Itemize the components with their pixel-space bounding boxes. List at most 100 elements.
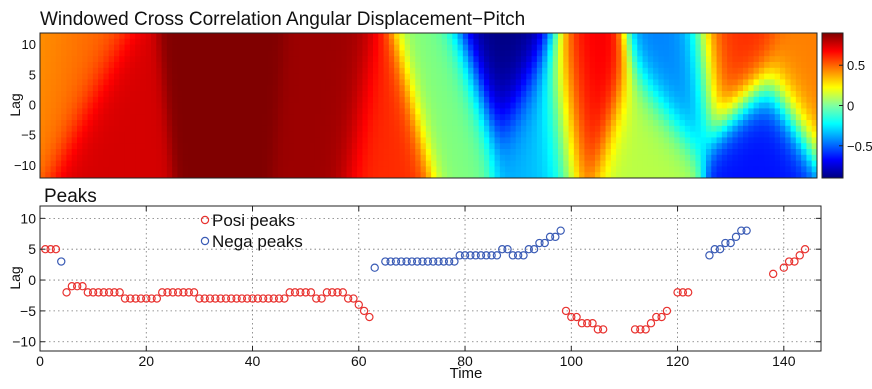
heatmap-cell bbox=[246, 103, 252, 109]
heatmap-cell bbox=[183, 132, 189, 138]
heatmap-cell bbox=[743, 56, 749, 62]
heatmap-cell bbox=[759, 108, 765, 114]
heatmap-cell bbox=[315, 137, 321, 143]
heatmap-cell bbox=[547, 103, 553, 109]
heatmap-cell bbox=[405, 97, 411, 103]
heatmap-cell bbox=[130, 91, 136, 97]
heatmap-cell bbox=[225, 120, 231, 126]
heatmap-cell bbox=[399, 137, 405, 143]
heatmap-cell bbox=[204, 132, 210, 138]
heatmap-cell bbox=[484, 114, 490, 120]
heatmap-cell bbox=[500, 39, 506, 45]
heatmap-cell bbox=[664, 56, 670, 62]
heatmap-cell bbox=[114, 166, 120, 172]
heatmap-cell bbox=[442, 161, 448, 167]
heatmap-cell bbox=[701, 166, 707, 172]
heatmap-cell bbox=[621, 39, 627, 45]
heatmap-cell bbox=[664, 45, 670, 51]
heatmap-cell bbox=[199, 50, 205, 56]
heatmap-cell bbox=[267, 50, 273, 56]
heatmap-cell bbox=[542, 39, 548, 45]
heatmap-cell bbox=[569, 45, 575, 51]
heatmap-cell bbox=[378, 74, 384, 80]
heatmap-cell bbox=[632, 108, 638, 114]
heatmap-cell bbox=[347, 56, 353, 62]
heatmap-cell bbox=[701, 103, 707, 109]
heatmap-cell bbox=[775, 33, 781, 39]
heatmap-cell bbox=[251, 39, 257, 45]
heatmap-cell bbox=[267, 126, 273, 132]
heatmap-cell bbox=[495, 33, 501, 39]
heatmap-cell bbox=[643, 85, 649, 91]
heatmap-cell bbox=[479, 114, 485, 120]
heatmap-cell bbox=[362, 161, 368, 167]
heatmap-cell bbox=[56, 79, 62, 85]
heatmap-cell bbox=[611, 33, 617, 39]
heatmap-cell bbox=[764, 103, 770, 109]
heatmap-cell bbox=[505, 91, 511, 97]
heatmap-cell bbox=[717, 120, 723, 126]
heatmap-cell bbox=[632, 161, 638, 167]
heatmap-cell bbox=[426, 166, 432, 172]
heatmap-cell bbox=[299, 108, 305, 114]
heatmap-cell bbox=[722, 79, 728, 85]
heatmap-cell bbox=[320, 114, 326, 120]
heatmap-cell bbox=[251, 143, 257, 149]
heatmap-cell bbox=[93, 108, 99, 114]
heatmap-cell bbox=[606, 166, 612, 172]
heatmap-cell bbox=[156, 79, 162, 85]
heatmap-cell bbox=[574, 132, 580, 138]
heatmap-cell bbox=[521, 120, 527, 126]
heatmap-cell bbox=[177, 39, 183, 45]
heatmap-cell bbox=[156, 56, 162, 62]
heatmap-cell bbox=[637, 33, 643, 39]
heatmap-cell bbox=[479, 161, 485, 167]
heatmap-cell bbox=[579, 39, 585, 45]
heatmap-cell bbox=[606, 62, 612, 68]
heatmap-cell bbox=[357, 126, 363, 132]
heatmap-cell bbox=[341, 137, 347, 143]
heatmap-cell bbox=[315, 166, 321, 172]
heatmap-cell bbox=[267, 103, 273, 109]
heatmap-cell bbox=[294, 50, 300, 56]
heatmap-cell bbox=[743, 85, 749, 91]
heatmap-cell bbox=[352, 149, 358, 155]
heatmap-cell bbox=[262, 33, 268, 39]
heatmap-cell bbox=[574, 108, 580, 114]
heatmap-cell bbox=[632, 56, 638, 62]
heatmap-cell bbox=[331, 91, 337, 97]
heatmap-cell bbox=[135, 74, 141, 80]
heatmap-cell bbox=[220, 120, 226, 126]
heatmap-cell bbox=[336, 114, 342, 120]
heatmap-cell bbox=[241, 74, 247, 80]
heatmap-cell bbox=[616, 120, 622, 126]
heatmap-cell bbox=[806, 97, 812, 103]
heatmap-cell bbox=[484, 56, 490, 62]
heatmap-cell bbox=[738, 45, 744, 51]
heatmap-cell bbox=[304, 39, 310, 45]
heatmap-cell bbox=[442, 103, 448, 109]
heatmap-cell bbox=[680, 62, 686, 68]
heatmap-cell bbox=[193, 108, 199, 114]
heatmap-cell bbox=[606, 39, 612, 45]
heatmap-cell bbox=[294, 74, 300, 80]
heatmap-cell bbox=[288, 97, 294, 103]
heatmap-cell bbox=[542, 56, 548, 62]
heatmap-cell bbox=[66, 108, 72, 114]
heatmap-cell bbox=[442, 39, 448, 45]
heatmap-cell bbox=[764, 62, 770, 68]
heatmap-cell bbox=[479, 33, 485, 39]
heatmap-cell bbox=[415, 33, 421, 39]
heatmap-cell bbox=[405, 50, 411, 56]
heatmap-cell bbox=[384, 62, 390, 68]
heatmap-cell bbox=[653, 103, 659, 109]
heatmap-cell bbox=[516, 97, 522, 103]
heatmap-cell bbox=[611, 155, 617, 161]
heatmap-cell bbox=[801, 45, 807, 51]
heatmap-cell bbox=[431, 33, 437, 39]
heatmap-cell bbox=[769, 74, 775, 80]
heatmap-cell bbox=[352, 56, 358, 62]
heatmap-cell bbox=[172, 132, 178, 138]
heatmap-cell bbox=[310, 161, 316, 167]
heatmap-cell bbox=[590, 56, 596, 62]
